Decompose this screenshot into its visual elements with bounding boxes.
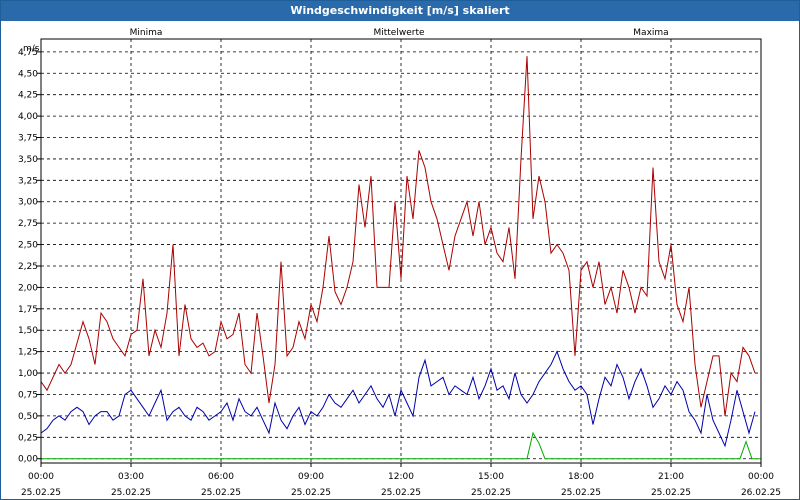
y-tick-label: 2,25 <box>18 262 38 272</box>
x-tick-time: 21:00 <box>658 472 684 482</box>
x-tick-date: 25.02.25 <box>381 488 421 498</box>
x-tick-time: 06:00 <box>208 472 234 482</box>
series-line-maxima <box>40 56 756 416</box>
x-tick-time: 15:00 <box>478 472 504 482</box>
y-tick-label: 3,75 <box>18 134 38 144</box>
x-tick-date: 25.02.25 <box>21 488 61 498</box>
y-tick-label: 2,75 <box>18 219 38 229</box>
y-tick-label: 3,00 <box>18 198 38 208</box>
window-title: Windgeschwindigkeit [m/s] skaliert <box>1 1 799 21</box>
legend-maxima: Maxima <box>633 28 668 38</box>
y-tick-label: 4,25 <box>18 91 38 101</box>
y-unit-label: m/s <box>23 44 40 54</box>
x-tick-date: 25.02.25 <box>291 488 331 498</box>
x-tick-time: 12:00 <box>388 472 414 482</box>
y-tick-label: 1,25 <box>18 348 38 358</box>
y-tick-label: 4,00 <box>18 112 38 122</box>
series-line-minima <box>41 431 761 460</box>
y-tick-label: 4,50 <box>18 69 38 79</box>
x-tick-date: 25.02.25 <box>471 488 511 498</box>
x-tick-date: 25.02.25 <box>651 488 691 498</box>
x-tick-time: 18:00 <box>568 472 594 482</box>
x-tick-date: 25.02.25 <box>201 488 241 498</box>
series-line-mittelwerte <box>40 350 756 448</box>
y-tick-label: 4,75 <box>18 48 38 58</box>
series-group <box>40 56 761 460</box>
y-tick-label: 1,00 <box>18 369 38 379</box>
y-axis-ticks: 0,00 0,25 0,50 0,75 1,00 1,25 1,50 1,75 2,00 2,25… <box>18 48 41 465</box>
x-tick-time: 00:00 <box>748 472 774 482</box>
y-tick-label: 0,25 <box>18 433 38 443</box>
y-tick-label: 1,50 <box>18 326 38 336</box>
y-tick-label: 0,75 <box>18 390 38 400</box>
y-tick-label: 3,50 <box>18 155 38 165</box>
x-tick-date: 26.02.25 <box>741 488 781 498</box>
y-tick-label: 1,75 <box>18 305 38 315</box>
x-tick-time: 03:00 <box>118 472 144 482</box>
legend-mittelwerte: Mittelwerte <box>373 28 424 38</box>
legend-minima: Minima <box>130 28 163 38</box>
y-tick-label: 0,50 <box>18 412 38 422</box>
x-tick-time: 00:00 <box>28 472 54 482</box>
x-tick-time: 09:00 <box>298 472 324 482</box>
y-tick-label: 3,25 <box>18 176 38 186</box>
y-tick-label: 2,50 <box>18 241 38 251</box>
y-tick-label: 0,00 <box>18 455 38 465</box>
y-tick-label: 2,00 <box>18 283 38 293</box>
grid <box>41 39 761 463</box>
x-axis-ticks: 00:00 25.02.25 03:00 25.02.25 06:00 25.02.25 0… <box>21 463 781 498</box>
x-tick-date: 25.02.25 <box>561 488 601 498</box>
x-tick-date: 25.02.25 <box>111 488 151 498</box>
wind-speed-chart: Minima Mittelwerte Maxima m/s 0,000,250,… <box>18 28 781 498</box>
